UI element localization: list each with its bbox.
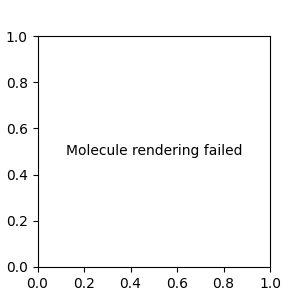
Text: Molecule rendering failed: Molecule rendering failed bbox=[65, 145, 242, 158]
